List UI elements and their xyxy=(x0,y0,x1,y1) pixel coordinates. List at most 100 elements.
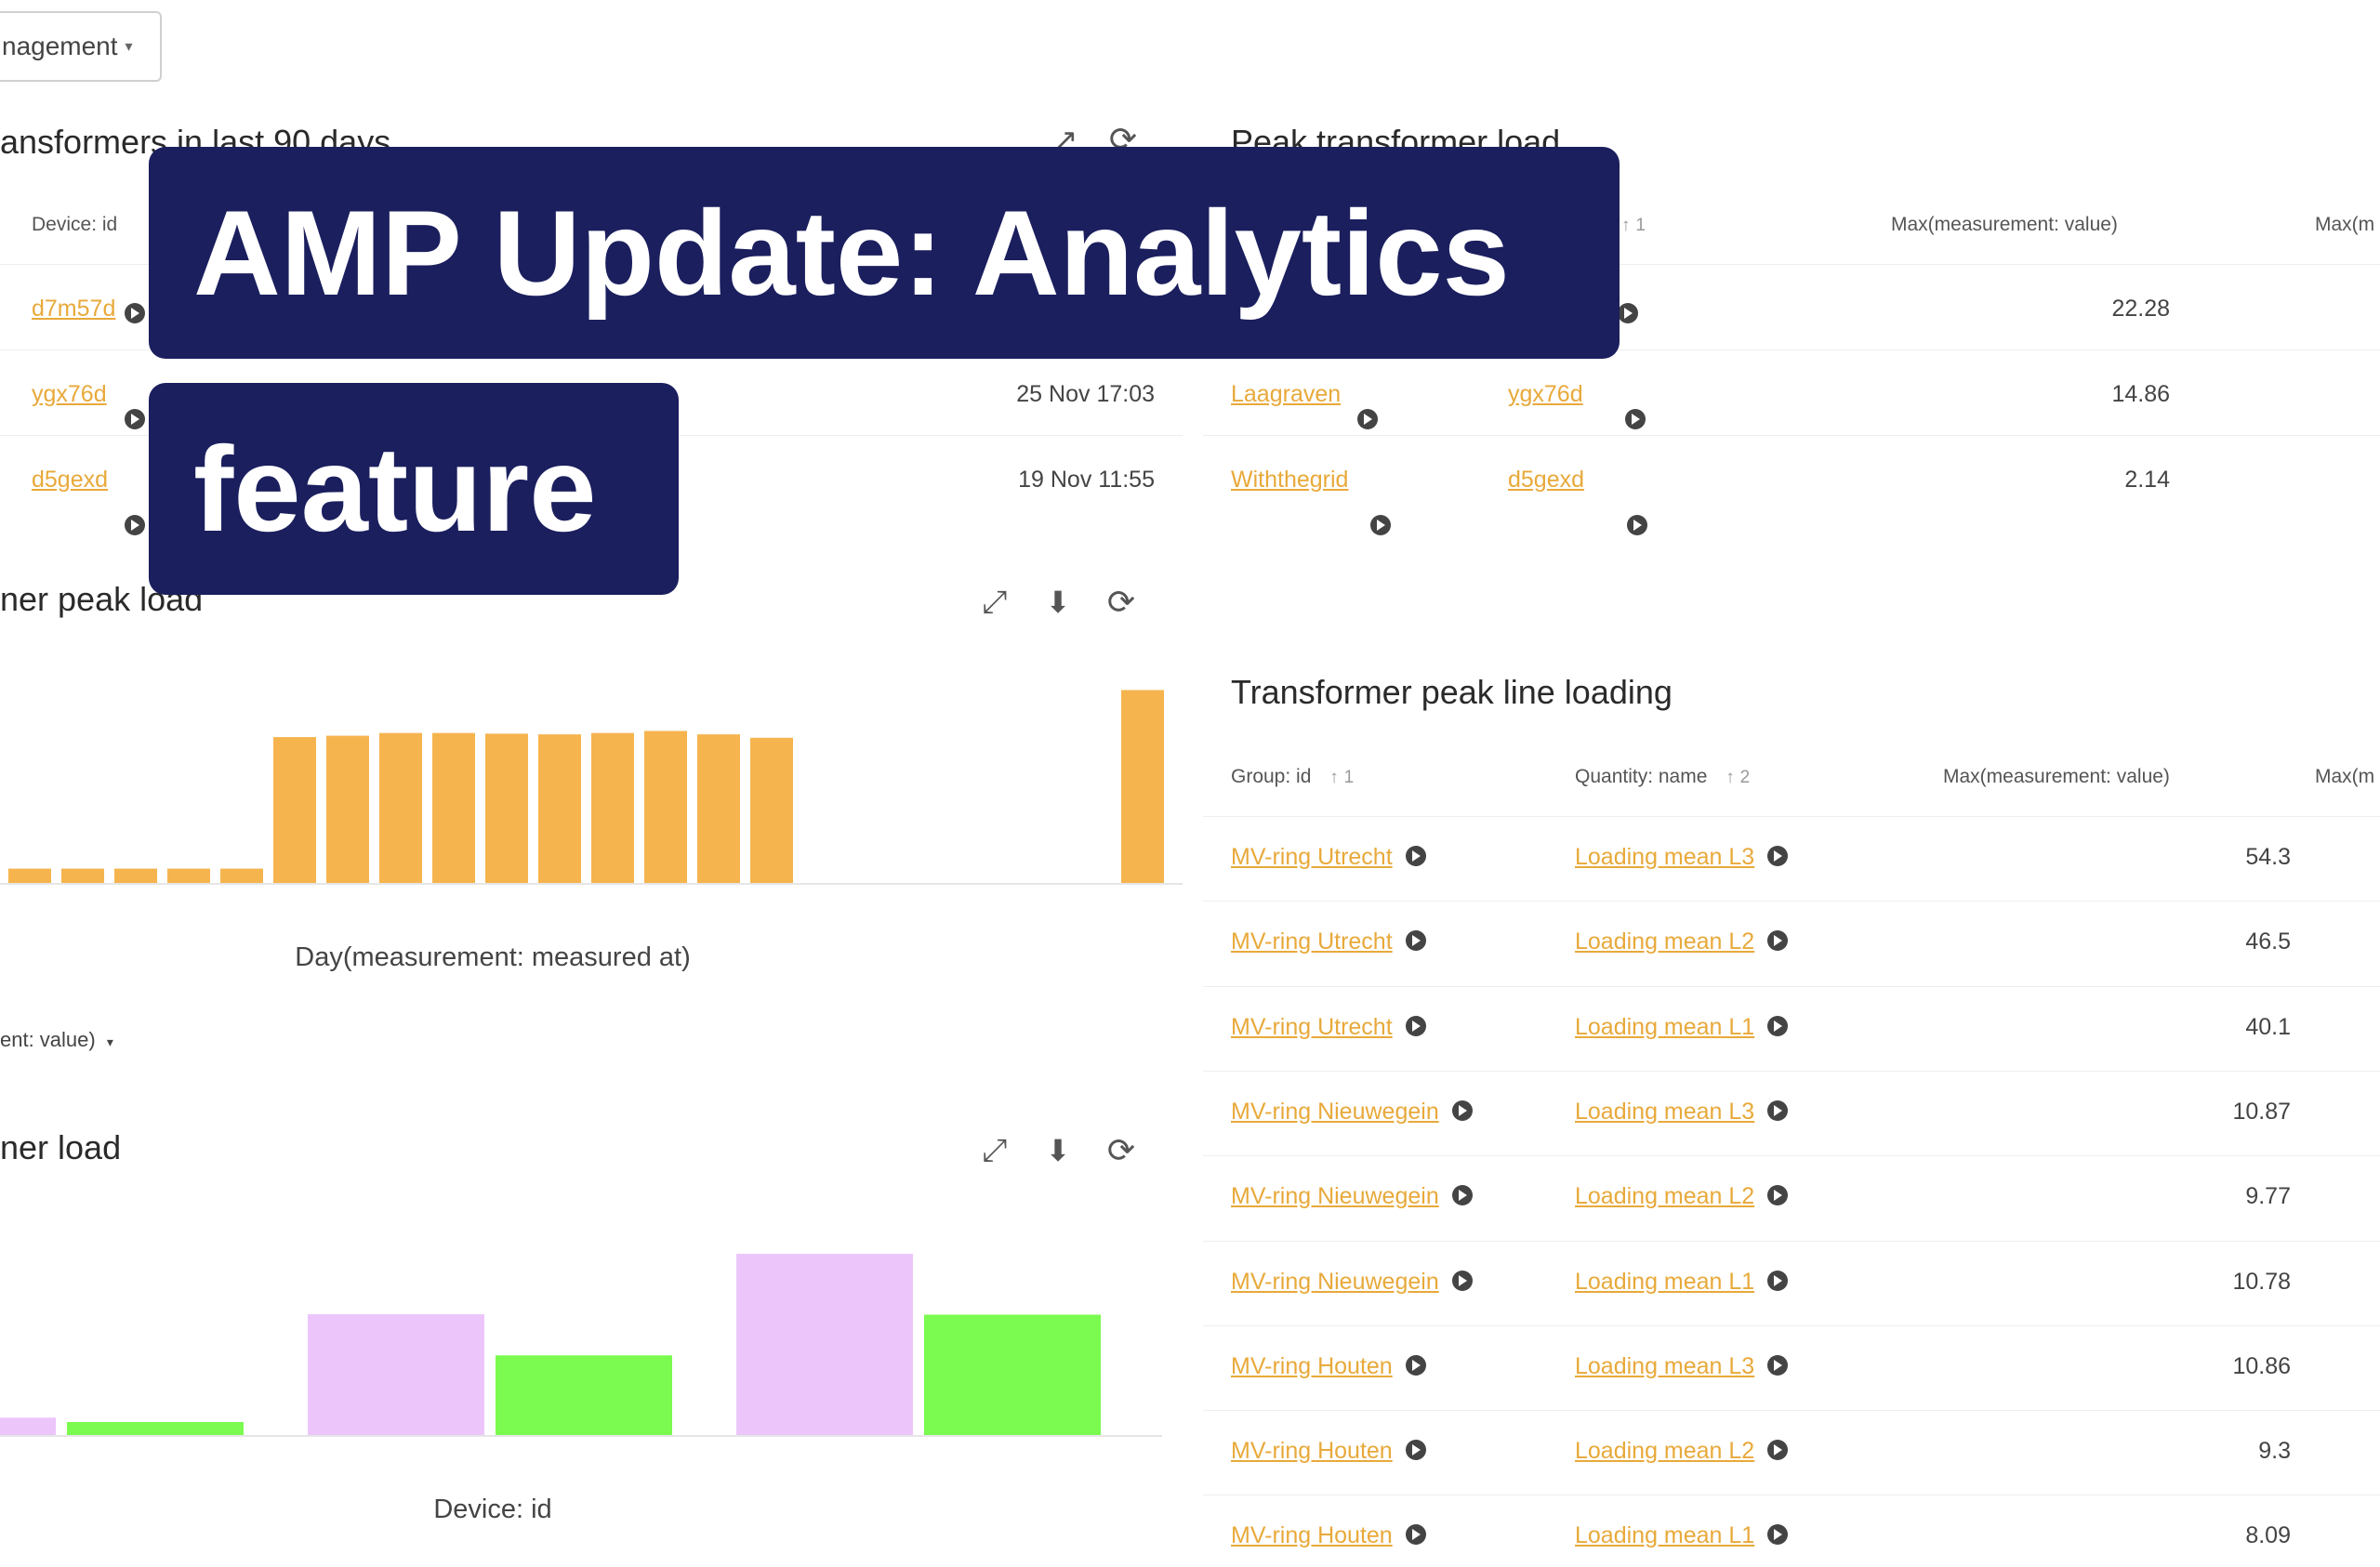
group-link[interactable]: MV-ring Nieuwegein xyxy=(1231,1183,1473,1210)
column-header-group[interactable]: Group: id ↑ 1 xyxy=(1231,766,1355,787)
navigate-icon[interactable] xyxy=(1767,1016,1789,1037)
chevron-down-icon: ▾ xyxy=(106,1034,113,1049)
bar xyxy=(736,1254,913,1435)
quantity-link[interactable]: Loading mean L2 xyxy=(1575,1438,1789,1465)
device-link[interactable]: ygx76d xyxy=(32,381,107,407)
group-link[interactable]: MV-ring Utrecht xyxy=(1231,928,1426,955)
column-header-max-2[interactable]: Max(m xyxy=(2315,766,2375,787)
max-value: 10.78 xyxy=(2232,1269,2291,1295)
bar xyxy=(1121,690,1164,883)
peak-line-loading-panel: Transformer peak line loading Group: id … xyxy=(1203,651,2380,1567)
bar xyxy=(924,1314,1101,1435)
navigate-icon[interactable] xyxy=(1767,1271,1789,1292)
navigate-icon[interactable] xyxy=(1405,930,1426,952)
navigate-icon[interactable] xyxy=(125,303,145,323)
bar xyxy=(61,868,104,883)
quantity-link[interactable]: Loading mean L1 xyxy=(1575,1522,1789,1549)
navigate-icon[interactable] xyxy=(125,409,145,429)
table-row: d5gexd 19 Nov 11:55 xyxy=(0,141,1183,535)
navigate-icon[interactable] xyxy=(1405,1524,1426,1546)
group-link[interactable]: MV-ring Houten xyxy=(1231,1522,1426,1549)
quantity-link[interactable]: Loading mean L3 xyxy=(1575,1099,1789,1126)
navigate-icon[interactable] xyxy=(1451,1185,1473,1206)
quantity-link[interactable]: Loading mean L1 xyxy=(1575,1014,1789,1041)
navigate-icon[interactable] xyxy=(1357,409,1378,429)
navigate-icon[interactable] xyxy=(1767,1355,1789,1376)
navigate-icon[interactable] xyxy=(1370,515,1391,535)
dashboard-select[interactable]: nagement ▾ xyxy=(0,11,162,82)
group-link[interactable]: MV-ring Houten xyxy=(1231,1353,1426,1380)
navigate-icon[interactable] xyxy=(1767,1185,1789,1206)
expand-icon[interactable]: ⤢ xyxy=(982,584,1008,620)
group-link[interactable]: MV-ring Utrecht xyxy=(1231,1014,1426,1041)
quantity-link[interactable]: Loading mean L3 xyxy=(1575,1353,1789,1380)
refresh-icon[interactable]: ⟳ xyxy=(1106,1131,1136,1169)
bar xyxy=(114,868,157,883)
navigate-icon[interactable] xyxy=(1405,846,1426,867)
column-header-max[interactable]: Max(measurement: value) xyxy=(1943,766,2170,787)
max-value: 10.86 xyxy=(2232,1353,2291,1379)
column-header-max-2[interactable]: Max(m xyxy=(2315,214,2375,235)
group-link[interactable]: MV-ring Utrecht xyxy=(1231,844,1426,871)
navigate-icon[interactable] xyxy=(1451,1100,1473,1122)
group-link[interactable]: Withthegrid xyxy=(1231,467,1349,493)
navigate-icon[interactable] xyxy=(1627,515,1648,535)
navigate-icon[interactable] xyxy=(1405,1355,1426,1376)
bar xyxy=(496,1355,672,1435)
navigate-icon[interactable] xyxy=(1451,1271,1473,1292)
navigate-icon[interactable] xyxy=(1767,846,1789,867)
navigate-icon[interactable] xyxy=(1625,409,1646,429)
group-link[interactable]: MV-ring Houten xyxy=(1231,1438,1426,1465)
navigate-icon[interactable] xyxy=(1618,303,1638,323)
group-link[interactable]: Laagraven xyxy=(1231,381,1342,407)
quantity-link[interactable]: Loading mean L1 xyxy=(1575,1269,1789,1296)
download-icon[interactable]: ⬇ xyxy=(1045,1134,1071,1167)
metric-select[interactable]: ent: value) ▾ xyxy=(0,1028,113,1052)
bar xyxy=(308,1313,484,1435)
sort-order: 1 xyxy=(1635,216,1646,235)
subheadline-banner: feature xyxy=(149,383,679,595)
group-link[interactable]: MV-ring Nieuwegein xyxy=(1231,1099,1473,1126)
bar xyxy=(220,868,263,883)
last-seen-time: 25 Nov 17:03 xyxy=(1016,381,1155,407)
bar xyxy=(273,737,316,883)
quantity-link[interactable]: Loading mean L2 xyxy=(1575,928,1789,955)
expand-icon[interactable]: ⤢ xyxy=(982,1132,1008,1168)
bar xyxy=(8,868,51,883)
column-header-device[interactable]: Device: id xyxy=(32,214,118,235)
navigate-icon[interactable] xyxy=(1767,1524,1789,1546)
navigate-icon[interactable] xyxy=(1767,1100,1789,1122)
last-seen-time: 19 Nov 11:55 xyxy=(1018,467,1155,493)
quantity-link[interactable]: Loading mean L2 xyxy=(1575,1183,1789,1210)
quantity-link[interactable]: Loading mean L3 xyxy=(1575,844,1789,871)
navigate-icon[interactable] xyxy=(1405,1016,1426,1037)
max-value: 9.3 xyxy=(2258,1438,2291,1464)
bar xyxy=(697,734,740,883)
x-tick-label: 2021-11-06 xyxy=(89,899,183,902)
navigate-icon[interactable] xyxy=(1767,930,1789,952)
table-row: 22.28 xyxy=(1203,100,2380,323)
navigate-icon[interactable] xyxy=(1405,1440,1426,1461)
column-header-max[interactable]: Max(measurement: value) xyxy=(1891,214,2118,235)
sort-order: 1 xyxy=(1343,768,1355,787)
table-row: Withthegrid d5gexd 2.14 xyxy=(1203,141,2380,535)
x-tick-label: 2021-11-16 xyxy=(619,899,713,902)
refresh-icon[interactable]: ⟳ xyxy=(1106,583,1136,621)
column-header-quantity[interactable]: Quantity: name ↑ 2 xyxy=(1575,766,1751,787)
bar xyxy=(538,734,581,883)
max-value: 9.77 xyxy=(2245,1183,2291,1209)
device-link[interactable]: d5gexd xyxy=(32,467,109,493)
navigate-icon[interactable] xyxy=(1767,1440,1789,1461)
headline-banner: AMP Update: Analytics xyxy=(149,147,1620,359)
group-link[interactable]: MV-ring Nieuwegein xyxy=(1231,1269,1473,1296)
transformer-load-chart: d5gexdygx76dd7m57d xyxy=(0,1254,1162,1437)
navigate-icon[interactable] xyxy=(125,515,145,535)
x-axis-title: Day(measurement: measured at) xyxy=(295,942,691,972)
device-link[interactable]: d7m57d xyxy=(32,296,116,322)
bar xyxy=(326,735,369,883)
device-link[interactable]: d5gexd xyxy=(1508,467,1585,493)
device-link[interactable]: ygx76d xyxy=(1508,381,1583,407)
column-header-sort[interactable]: ↑ 1 xyxy=(1621,216,1646,235)
transformer-load-panel: ner load ⤢ ⬇ ⟳ d5gexdygx76dd7m57d Device… xyxy=(0,1106,1183,1567)
download-icon[interactable]: ⬇ xyxy=(1045,586,1071,619)
